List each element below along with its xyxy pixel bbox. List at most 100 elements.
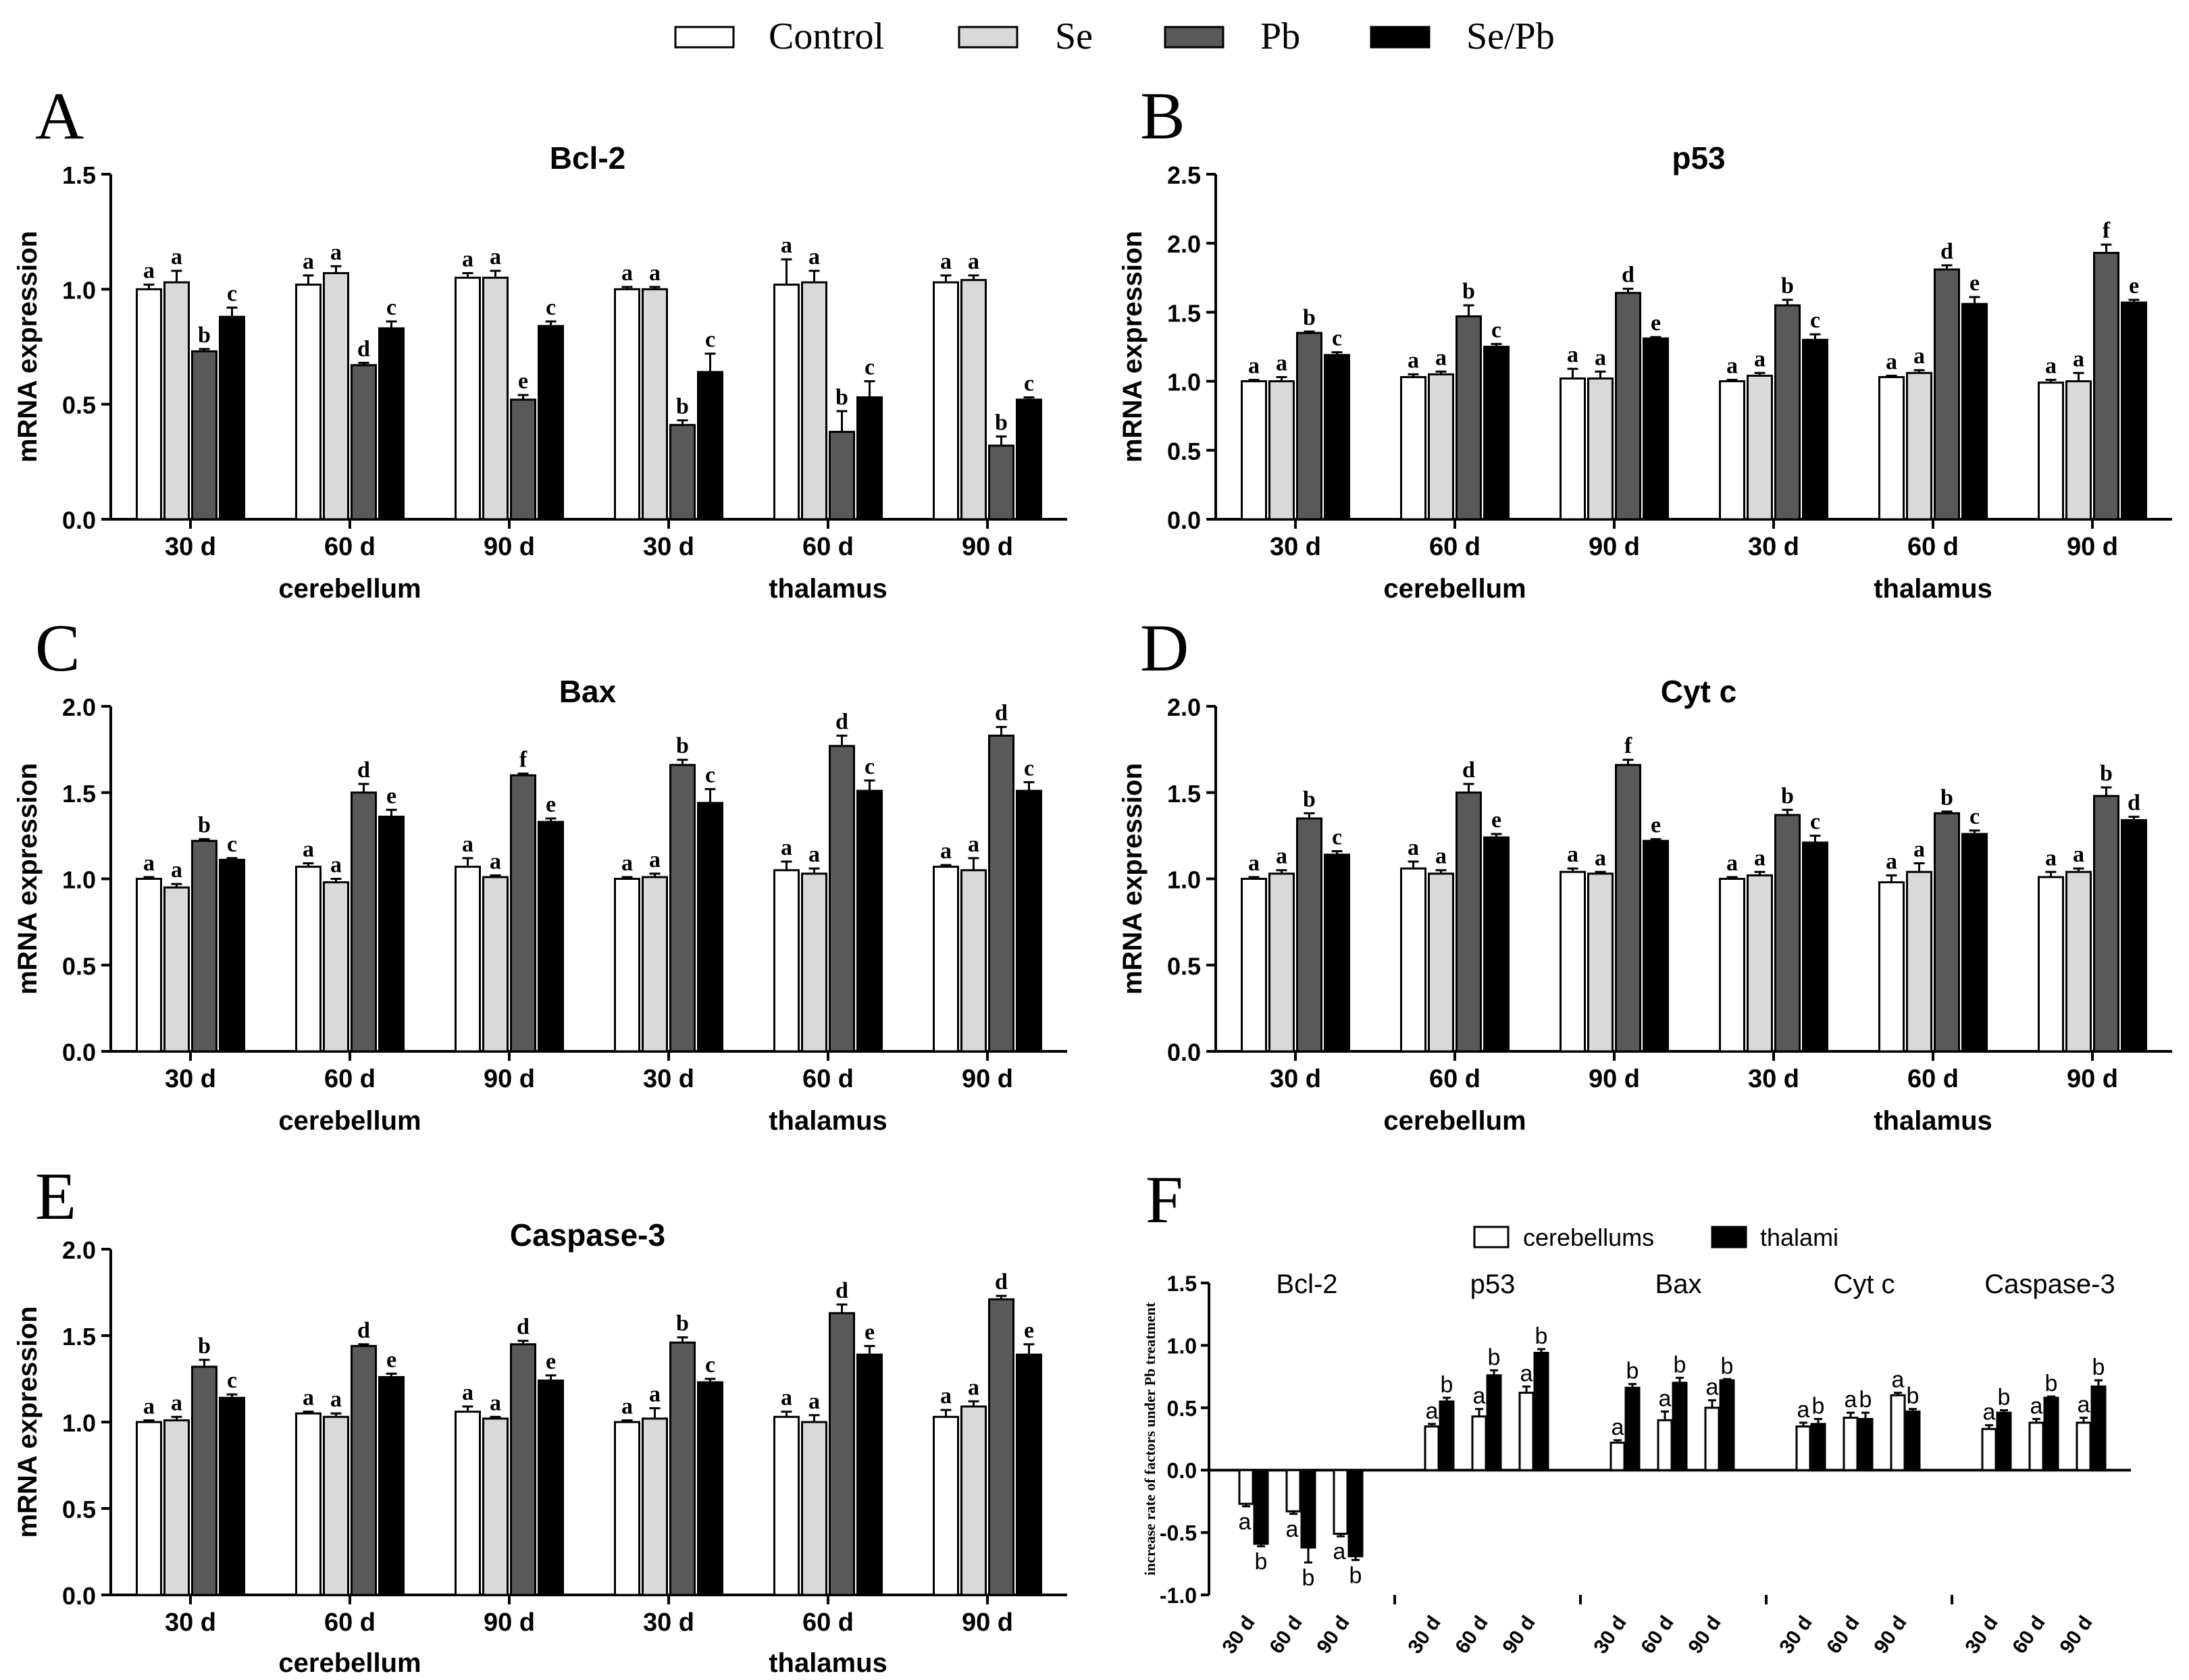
y-axis-label: mRNA expression <box>1118 763 1148 995</box>
bar-control <box>773 284 800 521</box>
bar-sepb <box>1483 836 1510 1053</box>
bar-cerebellums <box>1238 1469 1254 1505</box>
legend-label-cerebellums: cerebellums <box>1523 1224 1654 1251</box>
significance-letter: b <box>1674 1352 1686 1377</box>
y-tick-label: 1.5 <box>1167 299 1201 327</box>
bar-pb <box>829 745 855 1053</box>
bar-se <box>1428 872 1454 1053</box>
significance-letter: d <box>995 1269 1008 1294</box>
bar-sepb <box>1961 303 1988 521</box>
bar-se <box>323 271 349 521</box>
x-tick-label: 60 d <box>1907 1065 1959 1093</box>
bar-control <box>614 1421 640 1596</box>
significance-letter: c <box>1969 804 1980 829</box>
significance-letter: b <box>1303 787 1316 812</box>
x-tick-label: 30 d <box>1403 1612 1445 1658</box>
legend-swatch-cerebellums <box>1473 1226 1510 1249</box>
x-tick-label: 60 d <box>1451 1612 1492 1658</box>
bar-pb <box>510 398 536 521</box>
significance-letter: a <box>1595 345 1606 370</box>
significance-letter: a <box>649 847 661 872</box>
significance-letter: b <box>1907 1384 1920 1409</box>
significance-letter: a <box>171 244 182 269</box>
significance-letter: a <box>490 244 501 269</box>
significance-letter: a <box>1754 845 1766 870</box>
x-tick-label: 30 d <box>165 533 216 561</box>
significance-letter: c <box>1491 317 1501 342</box>
bar-thalami <box>1672 1382 1688 1471</box>
bar-control <box>455 1411 481 1596</box>
bar-sepb <box>538 1380 564 1596</box>
panel-letter: D <box>1140 610 1189 685</box>
legend-swatch-se <box>958 26 1019 49</box>
legend-swatch-pb <box>1164 26 1225 49</box>
significance-letter: d <box>1622 263 1634 288</box>
bar-se <box>960 869 987 1053</box>
bar-se <box>1268 872 1295 1053</box>
y-tick-label: 1.5 <box>62 161 96 189</box>
bar-se <box>482 876 509 1053</box>
x-tick-label: 60 d <box>324 1065 376 1093</box>
significance-letter: a <box>462 832 473 857</box>
bar-control <box>295 284 321 521</box>
significance-letter: a <box>490 849 501 874</box>
bar-thalami <box>1624 1386 1641 1471</box>
significance-letter: a <box>490 1390 501 1415</box>
bar-control <box>933 281 959 521</box>
significance-letter: a <box>2045 845 2057 870</box>
bar-sepb <box>1802 841 1828 1053</box>
significance-letter: a <box>1426 1398 1439 1424</box>
y-tick-label: 1.0 <box>1167 866 1201 894</box>
x-tick-label: 90 d <box>2067 1065 2118 1093</box>
bar-se <box>1587 872 1614 1053</box>
significance-letter: e <box>1024 1318 1034 1343</box>
significance-letter: c <box>705 1353 715 1377</box>
y-tick-label: 1.0 <box>62 276 96 304</box>
significance-letter: a <box>462 1380 473 1405</box>
bar-control <box>933 866 959 1053</box>
bar-se <box>801 872 827 1053</box>
significance-letter: a <box>1567 842 1578 867</box>
y-tick-label: 2.0 <box>1167 693 1201 721</box>
bar-pb <box>829 1312 855 1596</box>
x-tick-label: 60 d <box>324 1608 376 1637</box>
bar-control <box>1719 380 1745 521</box>
bar-cerebellums <box>1843 1417 1859 1471</box>
legend-swatch-thalami <box>1711 1226 1747 1249</box>
bar-control <box>455 276 481 521</box>
bar-pb <box>1615 292 1641 521</box>
y-tick-label: 1.0 <box>1167 369 1201 396</box>
significance-letter: a <box>143 851 155 876</box>
chart-title: Bax <box>559 674 617 709</box>
panel-letter: A <box>35 78 84 153</box>
bar-cerebellums <box>1609 1442 1626 1471</box>
x-tick-label: 60 d <box>1907 533 1959 561</box>
bar-sepb <box>1016 398 1042 521</box>
bar-sepb <box>697 802 723 1053</box>
bar-thalami <box>1810 1423 1826 1471</box>
bar-control <box>1241 878 1267 1053</box>
x-tick-label: 90 d <box>2067 533 2118 561</box>
significance-letter: e <box>1651 311 1661 336</box>
significance-letter: b <box>676 733 689 758</box>
y-tick-label: 0.0 <box>1167 1039 1201 1066</box>
bar-sepb <box>697 371 723 521</box>
bar-cerebellums <box>1333 1469 1349 1535</box>
x-group-label: cerebellum <box>1383 1106 1526 1136</box>
bar-control <box>1560 377 1586 521</box>
bar-sepb <box>1016 1353 1042 1596</box>
bar-se <box>482 276 509 521</box>
significance-letter: a <box>968 249 979 274</box>
y-tick-label: 2.0 <box>1167 230 1201 258</box>
significance-letter: a <box>2030 1393 2043 1419</box>
bar-pb <box>1456 315 1482 521</box>
bar-cerebellums <box>1424 1425 1440 1471</box>
significance-letter: c <box>705 763 715 788</box>
significance-letter: b <box>1812 1393 1825 1419</box>
legend-swatch-control <box>674 26 735 49</box>
bar-pb <box>1774 304 1801 521</box>
bar-pb <box>351 1344 377 1596</box>
bar-sepb <box>2121 819 2147 1053</box>
y-axis-label: mRNA expression <box>13 763 43 995</box>
x-tick-label: 30 d <box>165 1608 216 1637</box>
